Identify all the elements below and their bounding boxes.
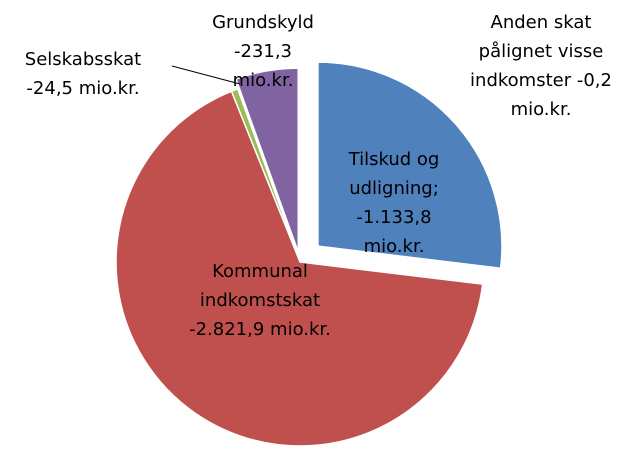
data-label: Kommunal indkomstskat -2.821,9 mio.kr. (178, 257, 342, 344)
pie-slice (115, 90, 484, 447)
data-label: Anden skat pålignet visse indkomster -0,… (470, 8, 612, 124)
leader-line (171, 65, 241, 85)
category-name: Kommunal indkomstskat (199, 261, 321, 311)
data-label: Tilskud og udligning; -1.133,8 mio.kr. (330, 145, 458, 261)
value-label: -0,2 mio.kr. (510, 70, 612, 120)
data-label: Selskabsskat -24,5 mio.kr. (14, 45, 152, 103)
value-label: -231,3 mio.kr. (232, 41, 294, 91)
value-label: -2.821,9 mio.kr. (189, 319, 331, 340)
category-name: Anden skat pålignet visse indkomster (470, 12, 604, 91)
pie-slice (235, 67, 300, 253)
category-name: Selskabsskat (24, 49, 142, 70)
value-label: -1.133,8 mio.kr. (356, 207, 432, 257)
category-name: Grundskyld (212, 12, 314, 33)
pie-slice (317, 61, 503, 270)
category-name: Tilskud og udligning; (348, 149, 440, 199)
value-label: -24,5 mio.kr. (26, 78, 140, 99)
data-label: Grundskyld -231,3 mio.kr. (208, 8, 318, 95)
